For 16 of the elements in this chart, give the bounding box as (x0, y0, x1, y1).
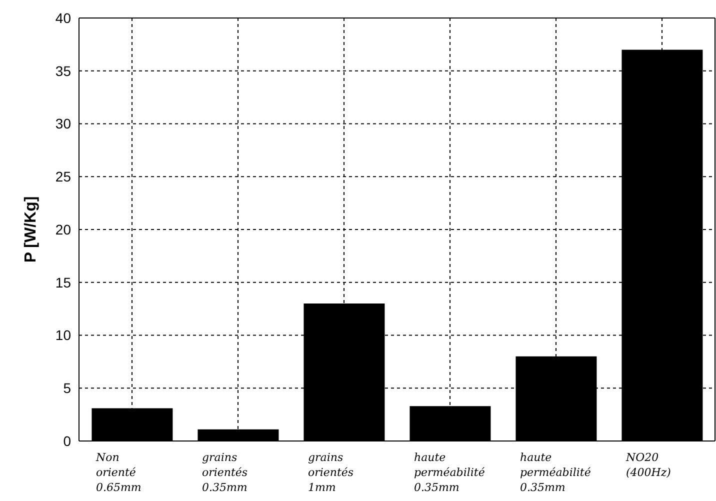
y-tick-label: 10 (55, 327, 72, 344)
y-tick-label: 5 (63, 380, 72, 396)
y-tick-label: 40 (55, 10, 72, 26)
x-tick-label: grains orientés 0.35mm (202, 451, 248, 494)
y-tick-label: 35 (55, 62, 72, 79)
y-axis-title: P [W/Kg] (22, 196, 40, 263)
y-tick-label: 0 (63, 432, 72, 449)
y-tick-label: 20 (55, 221, 72, 238)
x-tick-label: Non orienté 0.65mm (95, 451, 142, 494)
y-tick-label: 25 (55, 168, 72, 185)
x-tick-label: NO20 (400Hz) (625, 451, 671, 479)
x-tick-label: haute perméabilité 0.35mm (414, 451, 486, 494)
x-tick-label: haute perméabilité 0.35mm (520, 451, 592, 494)
y-tick-label: 30 (55, 116, 72, 132)
x-tick-label: grains orientés 1mm (308, 451, 354, 494)
y-tick-label: 15 (55, 274, 72, 290)
